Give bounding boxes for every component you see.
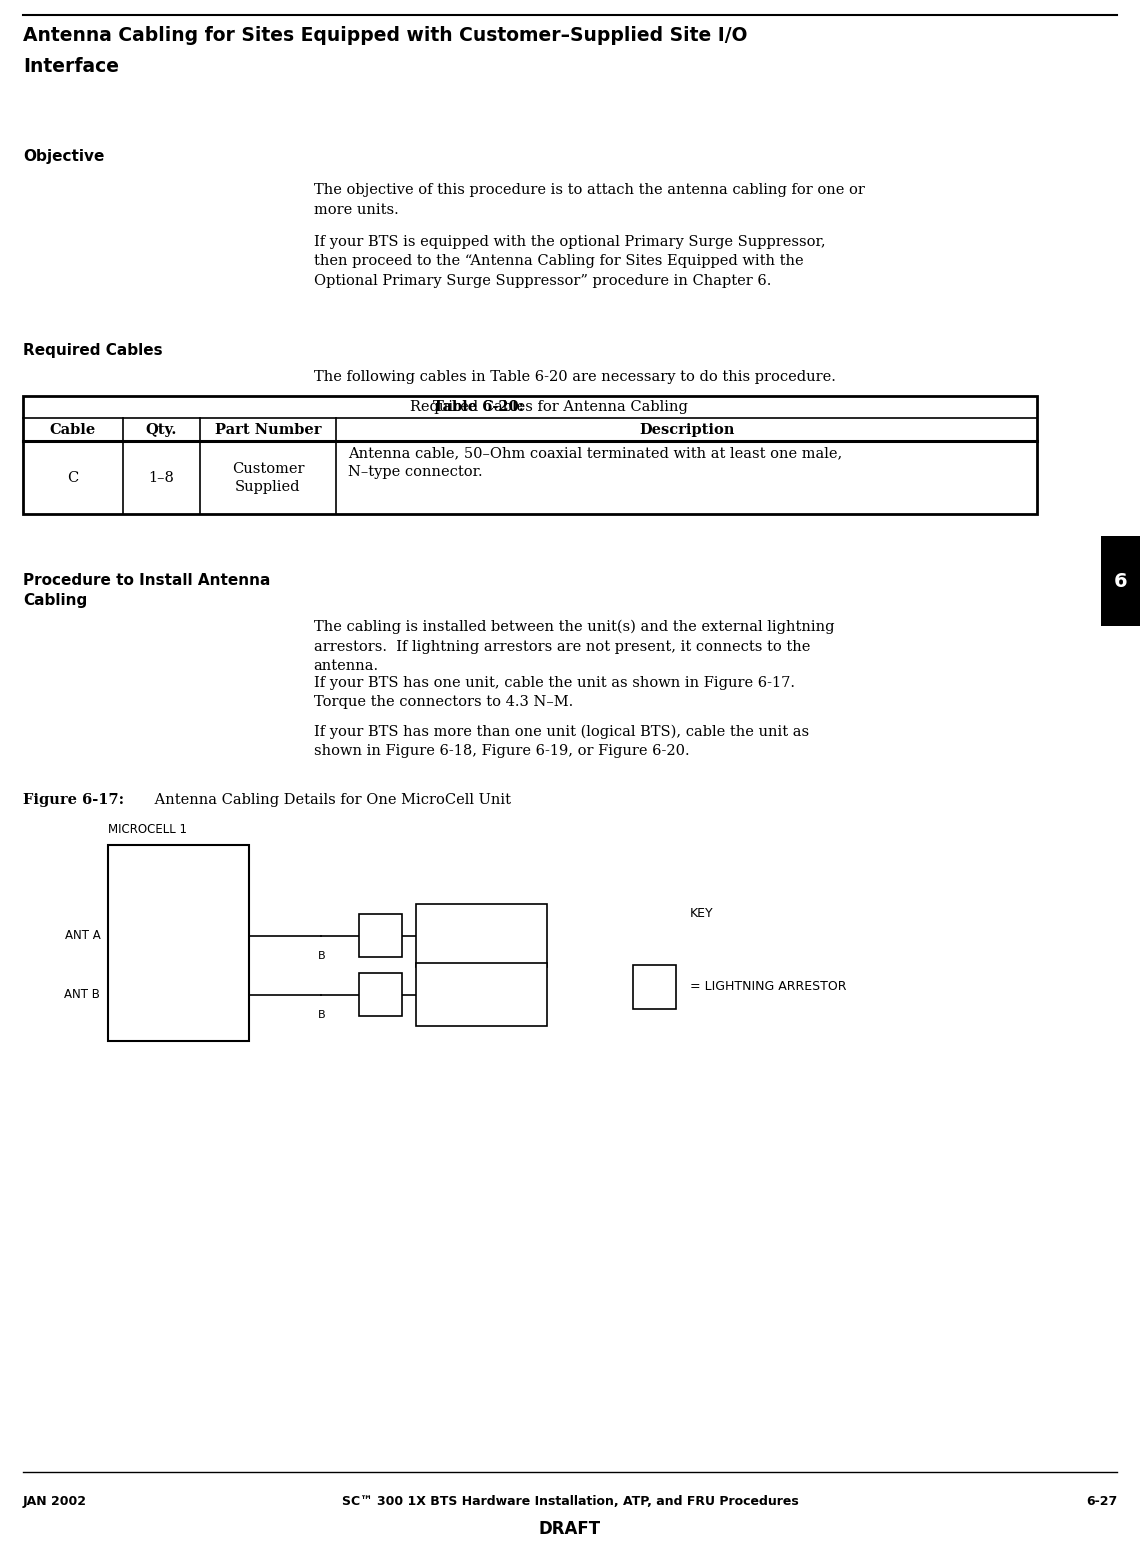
Text: B: B [318, 1010, 325, 1019]
Text: Antenna Cabling Details for One MicroCell Unit: Antenna Cabling Details for One MicroCel… [150, 793, 512, 807]
Bar [633, 965, 676, 1009]
Text: Part Number: Part Number [214, 423, 321, 437]
Text: Required Cables for Antenna Cabling: Required Cables for Antenna Cabling [373, 399, 687, 415]
Bar [1101, 536, 1140, 626]
Bar [359, 973, 402, 1016]
Bar [108, 845, 249, 1041]
Text: 6: 6 [1114, 572, 1127, 591]
Text: Description: Description [640, 423, 734, 437]
Text: Table 6-20:: Table 6-20: [433, 399, 524, 415]
Text: SC™ 300 1X BTS Hardware Installation, ATP, and FRU Procedures: SC™ 300 1X BTS Hardware Installation, AT… [342, 1495, 798, 1507]
Text: Interface: Interface [23, 57, 119, 76]
Text: 1–8: 1–8 [148, 471, 174, 485]
Text: Required Cables: Required Cables [23, 343, 162, 359]
Text: Figure 6-17:: Figure 6-17: [23, 793, 124, 807]
Text: MICROCELL 1: MICROCELL 1 [108, 824, 187, 836]
Text: The cabling is installed between the unit(s) and the external lightning
arrestor: The cabling is installed between the uni… [314, 620, 834, 673]
Text: C: C [67, 471, 79, 485]
Text: ANT A: ANT A [65, 929, 100, 942]
Text: The objective of this procedure is to attach the antenna cabling for one or
more: The objective of this procedure is to at… [314, 183, 864, 218]
Bar [359, 914, 402, 957]
Text: KEY: KEY [690, 908, 712, 920]
Text: Cable: Cable [50, 423, 96, 437]
Text: LA: LA [646, 981, 662, 993]
Text: Procedure to Install Antenna
Cabling: Procedure to Install Antenna Cabling [23, 573, 270, 608]
Text: If your BTS is equipped with the optional Primary Surge Suppressor,
then proceed: If your BTS is equipped with the optiona… [314, 235, 825, 287]
Text: Qty.: Qty. [146, 423, 177, 437]
Bar [23, 396, 1037, 514]
Text: If your BTS has more than one unit (logical BTS), cable the unit as
shown in Fig: If your BTS has more than one unit (logi… [314, 724, 808, 758]
Bar [416, 963, 547, 1026]
Text: B: B [318, 951, 325, 960]
Text: Antenna Cabling for Sites Equipped with Customer–Supplied Site I/O: Antenna Cabling for Sites Equipped with … [23, 26, 748, 45]
Text: = LIGHTNING ARRESTOR: = LIGHTNING ARRESTOR [690, 981, 846, 993]
Text: DRAFT: DRAFT [539, 1520, 601, 1538]
Text: 6-27: 6-27 [1086, 1495, 1117, 1507]
Text: ANTENNA 1
RX: ANTENNA 1 RX [448, 922, 515, 949]
Text: The following cables in Table 6-20 are necessary to do this procedure.: The following cables in Table 6-20 are n… [314, 370, 836, 384]
Text: JAN 2002: JAN 2002 [23, 1495, 87, 1507]
Text: ANT B: ANT B [65, 988, 100, 1001]
Text: Customer
Supplied: Customer Supplied [231, 462, 304, 494]
Text: Antenna cable, 50–Ohm coaxial terminated with at least one male,
N–type connecto: Antenna cable, 50–Ohm coaxial terminated… [348, 446, 842, 480]
Text: ANTENNA 2
TX/RX: ANTENNA 2 TX/RX [448, 981, 515, 1009]
Text: If your BTS has one unit, cable the unit as shown in Figure 6-17.
Torque the con: If your BTS has one unit, cable the unit… [314, 676, 795, 710]
Text: Objective: Objective [23, 149, 104, 165]
Text: LA: LA [373, 929, 389, 942]
Bar [416, 904, 547, 967]
Text: LA: LA [373, 988, 389, 1001]
